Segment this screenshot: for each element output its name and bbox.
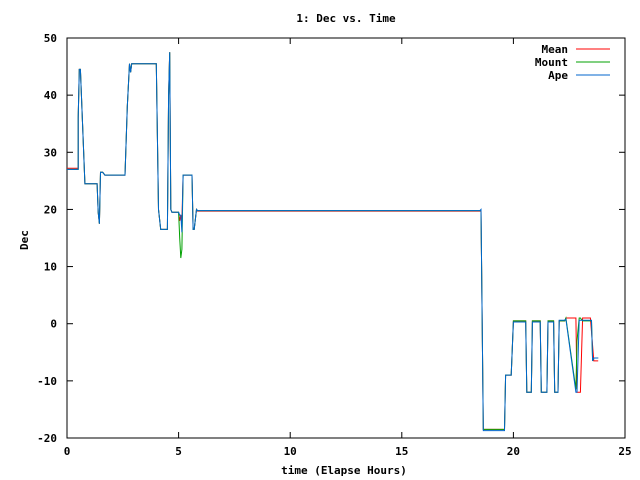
legend-label-mount: Mount <box>535 56 568 69</box>
y-tick-label: -20 <box>37 432 57 445</box>
y-axis-label: Dec <box>18 230 31 250</box>
series-layer <box>67 52 599 432</box>
chart-title: 1: Dec vs. Time <box>296 12 396 25</box>
y-tick-label: 40 <box>44 89 57 102</box>
y-tick-label: -10 <box>37 375 57 388</box>
y-tick-label: 30 <box>44 146 57 159</box>
series-line-mean <box>67 52 599 430</box>
x-tick-label: 10 <box>284 445 297 458</box>
x-axis-label: time (Elapse Hours) <box>281 464 407 477</box>
x-tick-label: 5 <box>175 445 182 458</box>
x-tick-label: 15 <box>395 445 408 458</box>
series-line-ape <box>67 52 599 432</box>
y-tick-label: 50 <box>44 32 57 45</box>
plot-frame <box>66 37 626 439</box>
legend-label-mean: Mean <box>542 43 569 56</box>
x-tick-label: 25 <box>618 445 631 458</box>
series-line-mount <box>67 52 599 430</box>
y-tick-label: 0 <box>50 318 57 331</box>
x-tick-label: 0 <box>64 445 71 458</box>
x-tick-label: 20 <box>507 445 520 458</box>
y-tick-label: 10 <box>44 261 57 274</box>
axis-ticks: 0 5 10 15 20 25 -20 -10 0 10 20 30 40 50 <box>37 32 632 458</box>
y-tick-label: 20 <box>44 203 57 216</box>
legend-label-ape: Ape <box>548 69 568 82</box>
